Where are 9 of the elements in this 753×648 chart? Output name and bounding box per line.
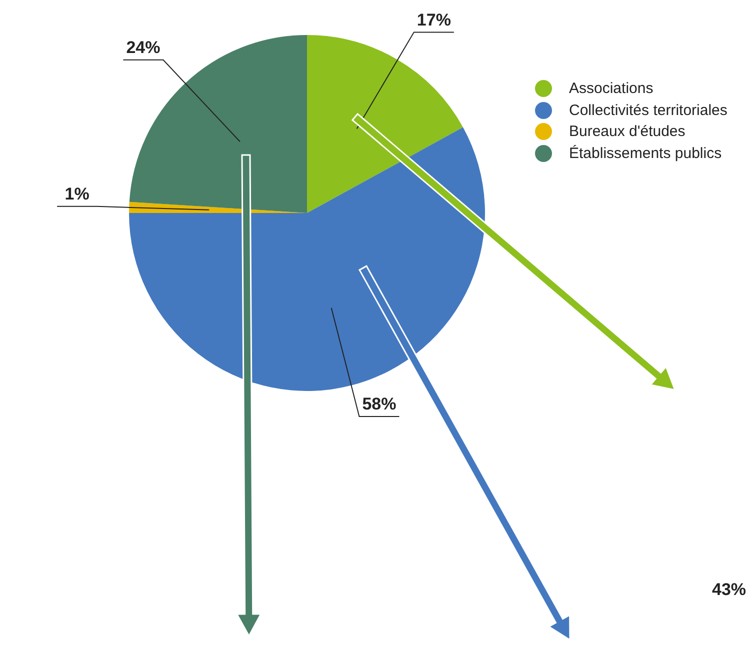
data-label: 17%: [416, 10, 451, 30]
legend-label: Établissements publics: [569, 144, 722, 162]
data-label: 24%: [126, 38, 160, 58]
legend-label: Associations: [569, 80, 654, 98]
data-label: 1%: [64, 184, 90, 204]
legend-label: Bureaux d'études: [569, 123, 686, 140]
legend-label: Collectivités territoriales: [569, 102, 728, 119]
text: 43%: [712, 580, 746, 600]
data-label: 58%: [362, 394, 396, 414]
